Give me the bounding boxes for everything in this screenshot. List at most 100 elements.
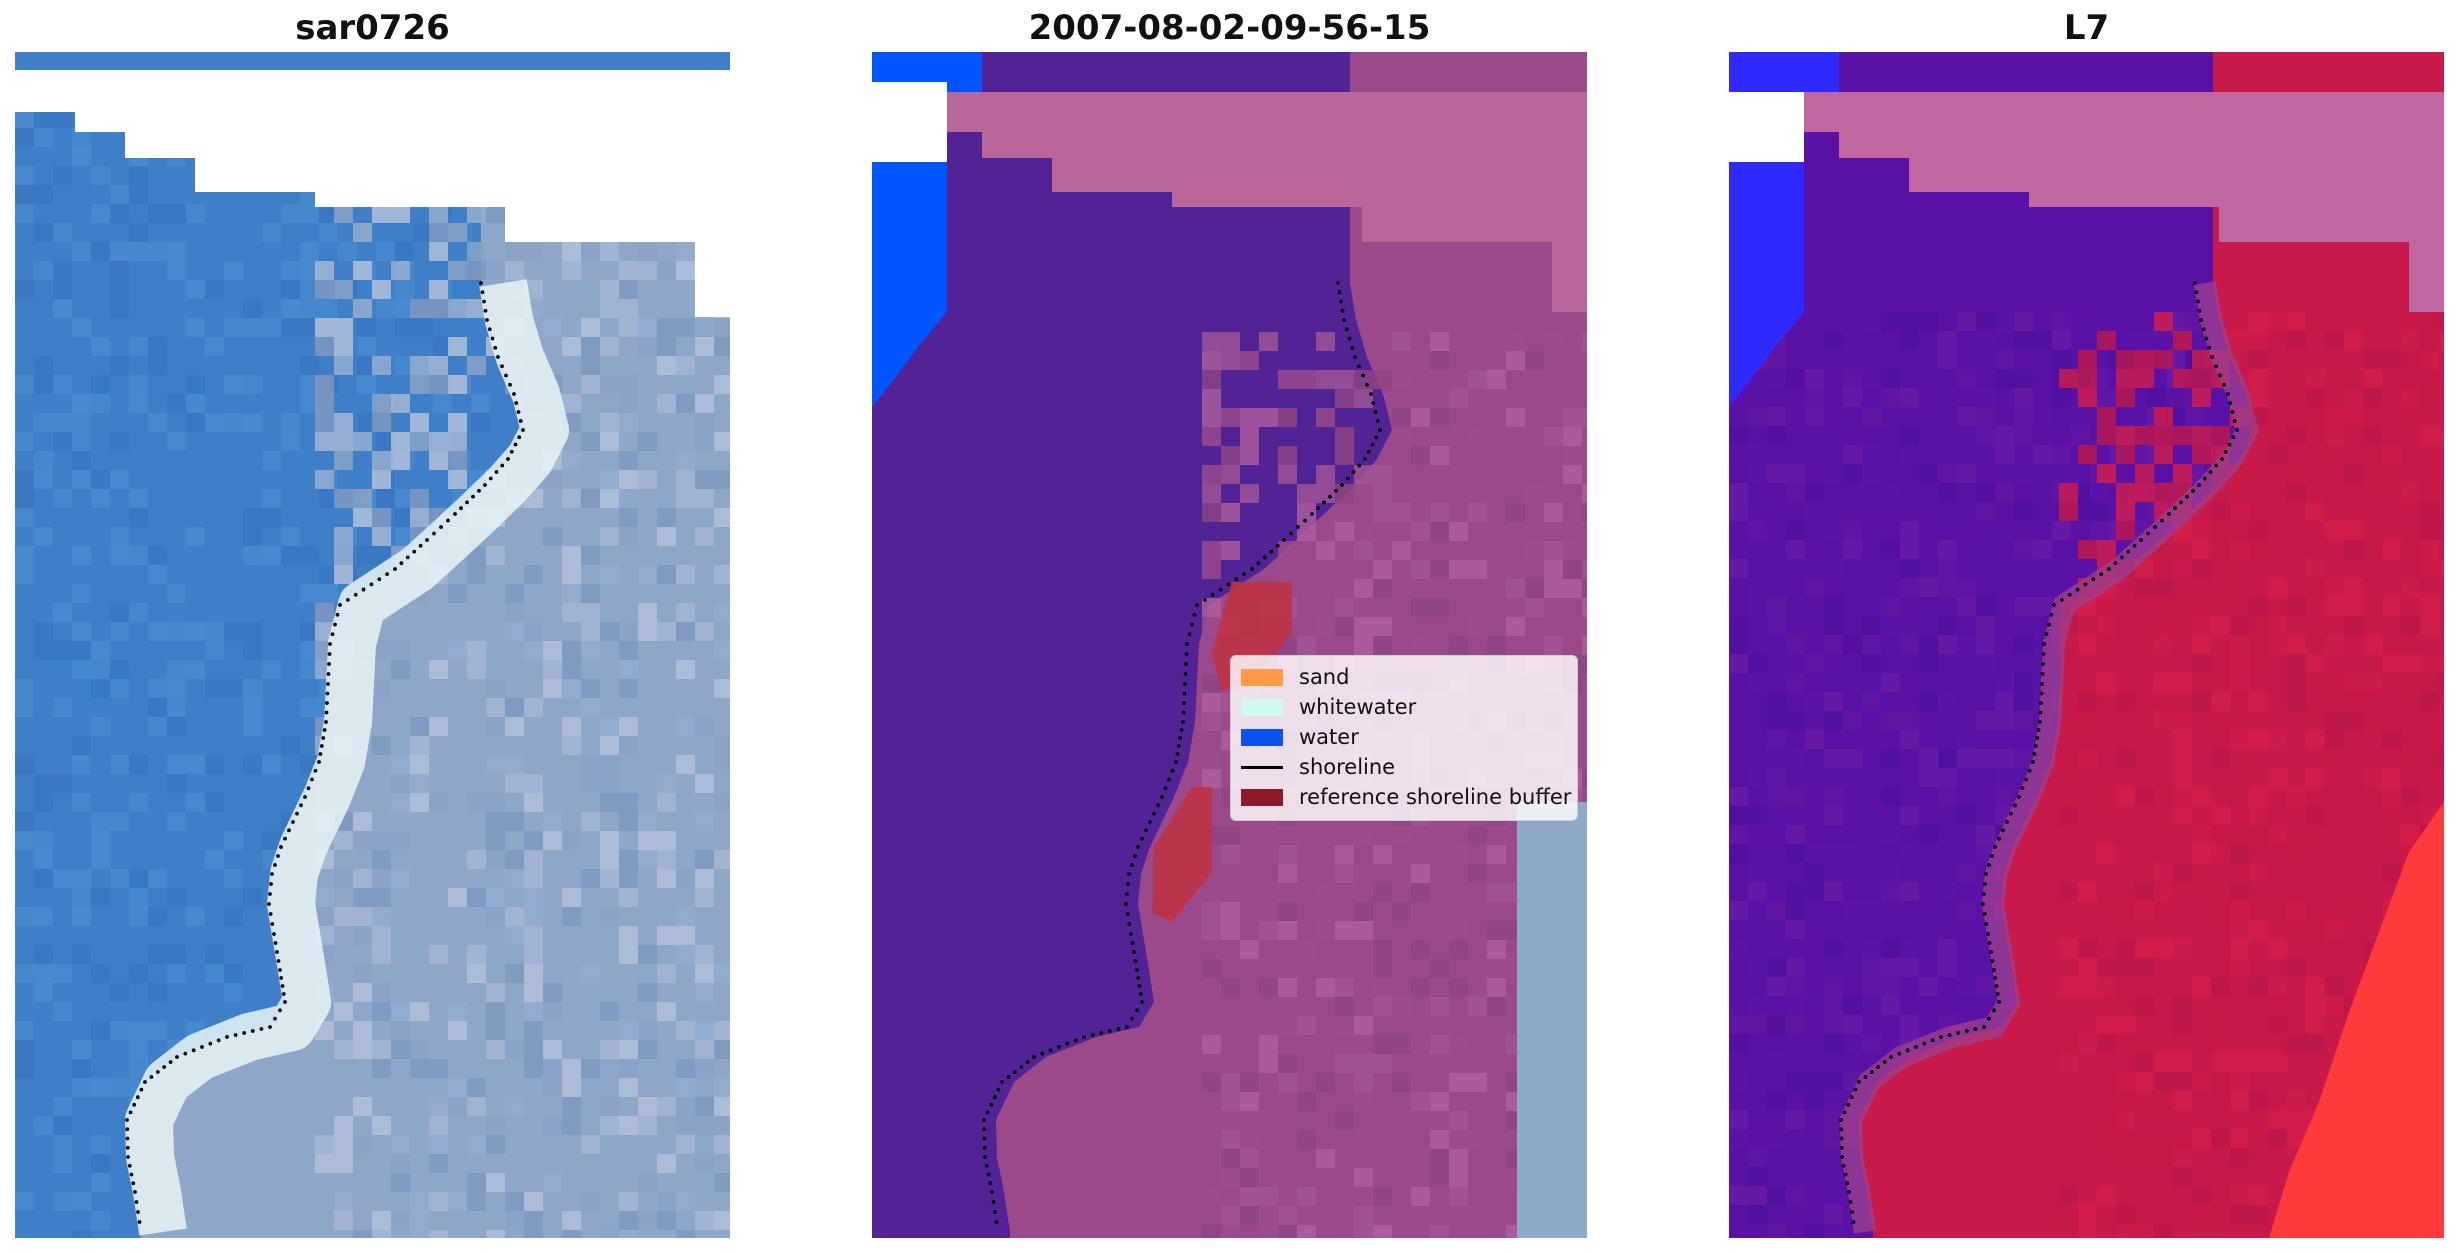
pixel-cell (2135, 426, 2154, 445)
pixel-cell (2325, 445, 2344, 464)
pixel-cell (110, 299, 129, 318)
pixel-cell (2211, 426, 2230, 445)
pixel-cell (1202, 560, 1221, 579)
pixel-cell (448, 375, 467, 394)
pixel-cell (2344, 578, 2363, 597)
pixel-cell (1767, 464, 1786, 483)
pixel-cell (2097, 426, 2116, 445)
pixel-cell (467, 641, 486, 660)
shoreline-point (279, 976, 284, 980)
pixel-cell (1881, 749, 1900, 768)
pixel-cell (1900, 806, 1919, 825)
pixel-cell (1221, 1092, 1240, 1111)
pixel-cell (53, 166, 72, 185)
pixel-cell (2344, 464, 2363, 483)
shoreline-point (2017, 795, 2021, 799)
shoreline-point (1841, 1163, 1846, 1168)
pixel-cell (1919, 578, 1938, 597)
shoreline-point (1124, 902, 1128, 906)
pixel-cell (205, 641, 224, 660)
pixel-cell (1786, 787, 1805, 806)
pixel-cell (2211, 844, 2230, 863)
pixel-cell (1392, 427, 1411, 446)
shoreline-point (1242, 572, 1247, 577)
pixel-cell (334, 527, 353, 546)
pixel-cell (676, 1078, 695, 1097)
pixel-cell (1824, 1129, 1843, 1148)
pixel-cell (1335, 389, 1354, 408)
pixel-cell (676, 318, 695, 337)
pixel-cell (2287, 958, 2306, 977)
pixel-cell (1202, 959, 1221, 978)
pixel-cell (2173, 939, 2192, 958)
pixel-cell (1995, 749, 2014, 768)
pixel-cell (1843, 445, 1862, 464)
shoreline-point (267, 902, 271, 906)
pixel-cell (448, 223, 467, 242)
shoreline-point (1012, 1070, 1017, 1074)
pixel-cell (1354, 902, 1373, 921)
pixel-cell (524, 641, 543, 660)
pixel-cell (2033, 331, 2052, 350)
pixel-cell (1767, 350, 1786, 369)
pixel-cell (2097, 1034, 2116, 1053)
pixel-cell (467, 1097, 486, 1116)
pixel-cell (391, 1173, 410, 1192)
pixel-cell (2173, 578, 2192, 597)
shoreline-point (1373, 410, 1378, 414)
pixel-cell (34, 907, 53, 926)
pixel-cell (1354, 921, 1373, 940)
pixel-cell (1976, 426, 1995, 445)
pixel-cell (1748, 464, 1767, 483)
pixel-cell (1316, 883, 1335, 902)
pixel-cell (2128, 407, 2147, 426)
pixel-cell (110, 261, 129, 280)
shoreline-point (2201, 327, 2206, 332)
pixel-cell (1843, 711, 1862, 730)
pixel-cell (2230, 825, 2249, 844)
pixel-cell (1824, 616, 1843, 635)
pixel-cell (15, 1059, 34, 1078)
shoreline-point (2132, 543, 2137, 548)
pixel-cell (1843, 388, 1862, 407)
pixel-cell (1430, 1130, 1449, 1149)
pixel-cell (1976, 597, 1995, 616)
pixel-cell (600, 774, 619, 793)
pixel-cell (1335, 921, 1354, 940)
pixel-cell (1729, 1015, 1748, 1034)
pixel-cell (148, 698, 167, 717)
pixel-cell (1729, 1110, 1748, 1129)
pixel-cell (334, 565, 353, 584)
pixel-cell (129, 565, 148, 584)
pixel-cell (1373, 370, 1392, 389)
pixel-cell (429, 375, 448, 394)
pixel-cell (2344, 901, 2363, 920)
pixel-cell (562, 546, 581, 565)
pixel-cell (1748, 597, 1767, 616)
shoreline-point (135, 1095, 140, 1100)
pixel-cell (1202, 712, 1221, 731)
pixel-cell (505, 242, 524, 261)
shoreline-point (283, 1000, 287, 1004)
shoreline-point (482, 299, 486, 304)
pixel-cell (2230, 844, 2249, 863)
pixel-cell (1240, 1073, 1259, 1092)
pixel-cell (2173, 559, 2192, 578)
pixel-cell (486, 1002, 505, 1021)
pixel-cell (524, 888, 543, 907)
shoreline-point (1160, 795, 1164, 799)
pixel-cell (2211, 901, 2230, 920)
pixel-cell (714, 565, 730, 584)
pixel-cell (110, 1078, 129, 1097)
shoreline-point (1905, 1048, 1910, 1053)
pixel-cell (129, 508, 148, 527)
pixel-cell (110, 603, 129, 622)
pixel-cell (695, 432, 714, 451)
pixel-cell (543, 983, 562, 1002)
pixel-cell (2192, 1186, 2211, 1205)
pixel-cell (1297, 1130, 1316, 1149)
pixel-cell (1729, 559, 1748, 578)
shoreline-point (1848, 1200, 1853, 1204)
pixel-cell (2154, 1224, 2173, 1238)
pixel-cell (2363, 426, 2382, 445)
